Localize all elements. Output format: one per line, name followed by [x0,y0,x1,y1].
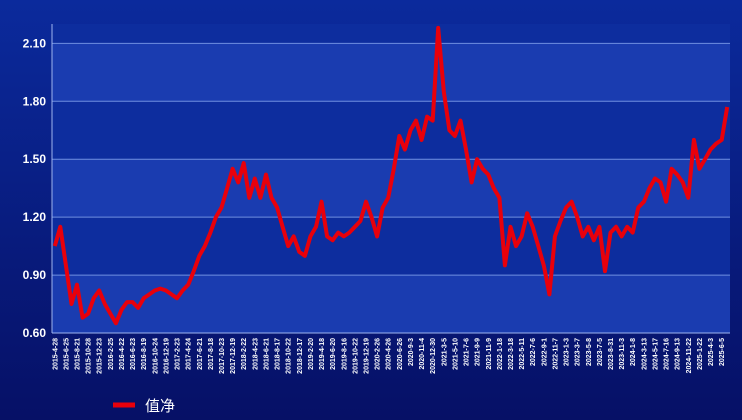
legend-label: 值净 [145,398,175,415]
x-tick-label: 2020-4-26 [386,338,393,370]
x-tick-label: 2019-2-20 [308,338,315,370]
x-tick-label: 2024-5-17 [652,338,659,370]
x-tick-label: 2015-4-28 [52,338,59,370]
line [52,25,730,326]
x-tick-label: 2022-7-6 [530,338,537,366]
x-tick-label: 2017-6-21 [197,338,204,370]
x-tick-label: 2024-1-8 [630,338,637,366]
y-tick-label: 1.80 [23,94,47,108]
x-tick-label: 2019-10-22 [352,338,359,374]
x-tick-label: 2016-10-24 [152,338,159,374]
x-tick-label: 2024-3-13 [641,338,648,370]
x-tick-label: 2021-3-5 [441,338,448,366]
x-tick-label: 2016-2-25 [108,338,115,370]
x-tick-label: 2018-6-21 [263,338,270,370]
x-tick-label: 2016-12-19 [163,338,170,374]
x-tick-label: 2023-3-7 [575,338,582,366]
x-tick-label: 2022-5-11 [519,338,526,370]
x-tick-label: 2022-1-18 [497,338,504,370]
x-tick-label: 2017-12-19 [230,338,237,374]
x-tick-label: 2018-2-22 [241,338,248,370]
x-tick-label: 2017-8-18 [208,338,215,370]
x-tick-label: 2020-9-3 [408,338,415,366]
x-tick-label: 2017-2-23 [175,338,182,370]
plot-band [52,43,730,102]
x-tick-label: 2023-11-3 [619,338,626,370]
x-tick-label: 2018-4-23 [252,338,259,370]
y-tick-label: 1.50 [23,152,47,166]
x-tick-label: 2019-8-16 [341,338,348,370]
x-tick-label: 2015-6-25 [63,338,70,370]
x-tick-label: 2019-12-19 [363,338,370,374]
y-tick-label: 0.60 [23,326,47,340]
x-tick-label: 2020-6-26 [397,338,404,370]
x-tick-label: 2020-11-4 [419,338,426,370]
x-tick-label: 2018-12-17 [297,338,304,374]
x-tick-label: 2020-12-30 [430,338,437,374]
x-tick-label: 2021-9-9 [475,338,482,366]
x-tick-label: 2023-7-5 [597,338,604,366]
x-tick-label: 2023-1-3 [564,338,571,366]
x-tick-label: 2016-6-23 [130,338,137,370]
y-tick-label: 0.90 [23,268,47,282]
x-tick-label: 2025-6-5 [719,338,726,366]
y-tick-label: 1.20 [23,210,47,224]
plot-band [52,275,730,333]
x-tick-label: 2023-5-8 [586,338,593,366]
x-tick-label: 2018-8-17 [275,338,282,370]
x-tick-label: 2025-1-22 [697,338,704,370]
x-tick-label: 2015-10-28 [86,338,93,374]
x-tick-label: 2016-8-19 [141,338,148,370]
x-tick-label: 2021-11-9 [486,338,493,370]
x-tick-label: 2015-8-21 [75,338,82,370]
x-tick-label: 2021-7-6 [464,338,471,366]
y-tick-label: 2.10 [23,36,47,50]
x-tick-label: 2015-12-23 [97,338,104,374]
x-tick-label: 2019-4-18 [319,338,326,370]
x-tick-label: 2020-2-26 [375,338,382,370]
x-tick-label: 2024-7-16 [664,338,671,370]
x-tick-label: 2017-10-23 [219,338,226,374]
x-tick-label: 2023-8-31 [608,338,615,370]
x-tick-label: 2022-11-7 [552,338,559,370]
x-tick-label: 2017-4-24 [186,338,193,370]
x-tick-label: 2024-9-13 [675,338,682,370]
x-tick-label: 2016-4-22 [119,338,126,370]
x-tick-label: 2019-6-20 [330,338,337,370]
x-tick-label: 2025-4-3 [708,338,715,366]
x-tick-label: 2022-9-1 [541,338,548,366]
x-tick-label: 2024-11-22 [686,338,693,374]
x-tick-label: 2022-3-18 [508,338,515,370]
x-tick-label: 2018-10-22 [286,338,293,374]
x-tick-label: 2021-5-10 [452,338,459,370]
